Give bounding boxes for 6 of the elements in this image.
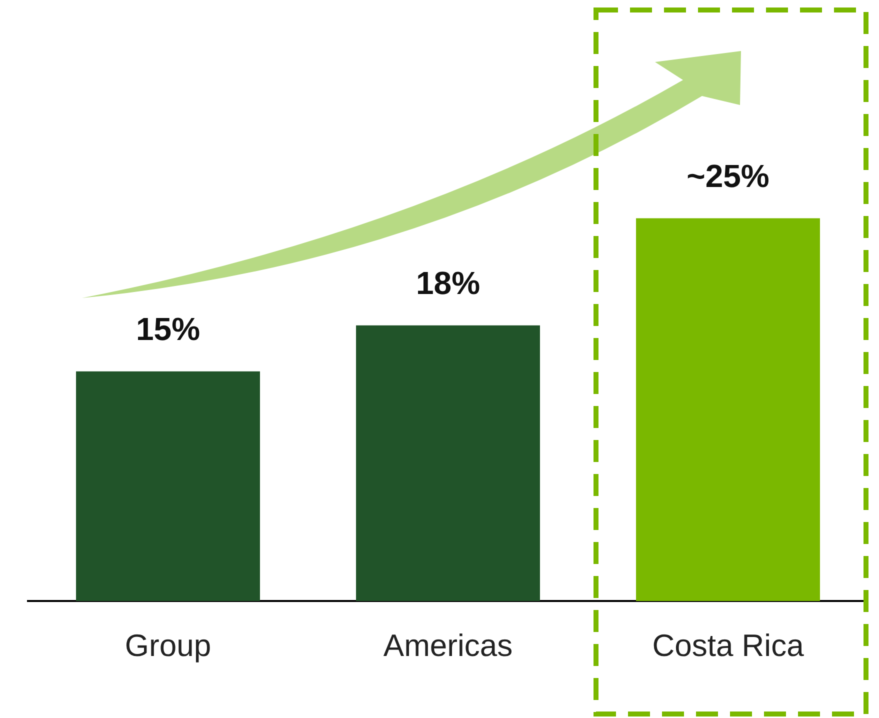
x-tick-label: Americas [383,628,513,664]
data-label: 15% [136,311,200,348]
x-tick-label: Costa Rica [652,628,805,664]
data-label: ~25% [686,158,770,194]
data-label: 18% [416,265,480,302]
x-tick-label: Group [124,628,212,664]
